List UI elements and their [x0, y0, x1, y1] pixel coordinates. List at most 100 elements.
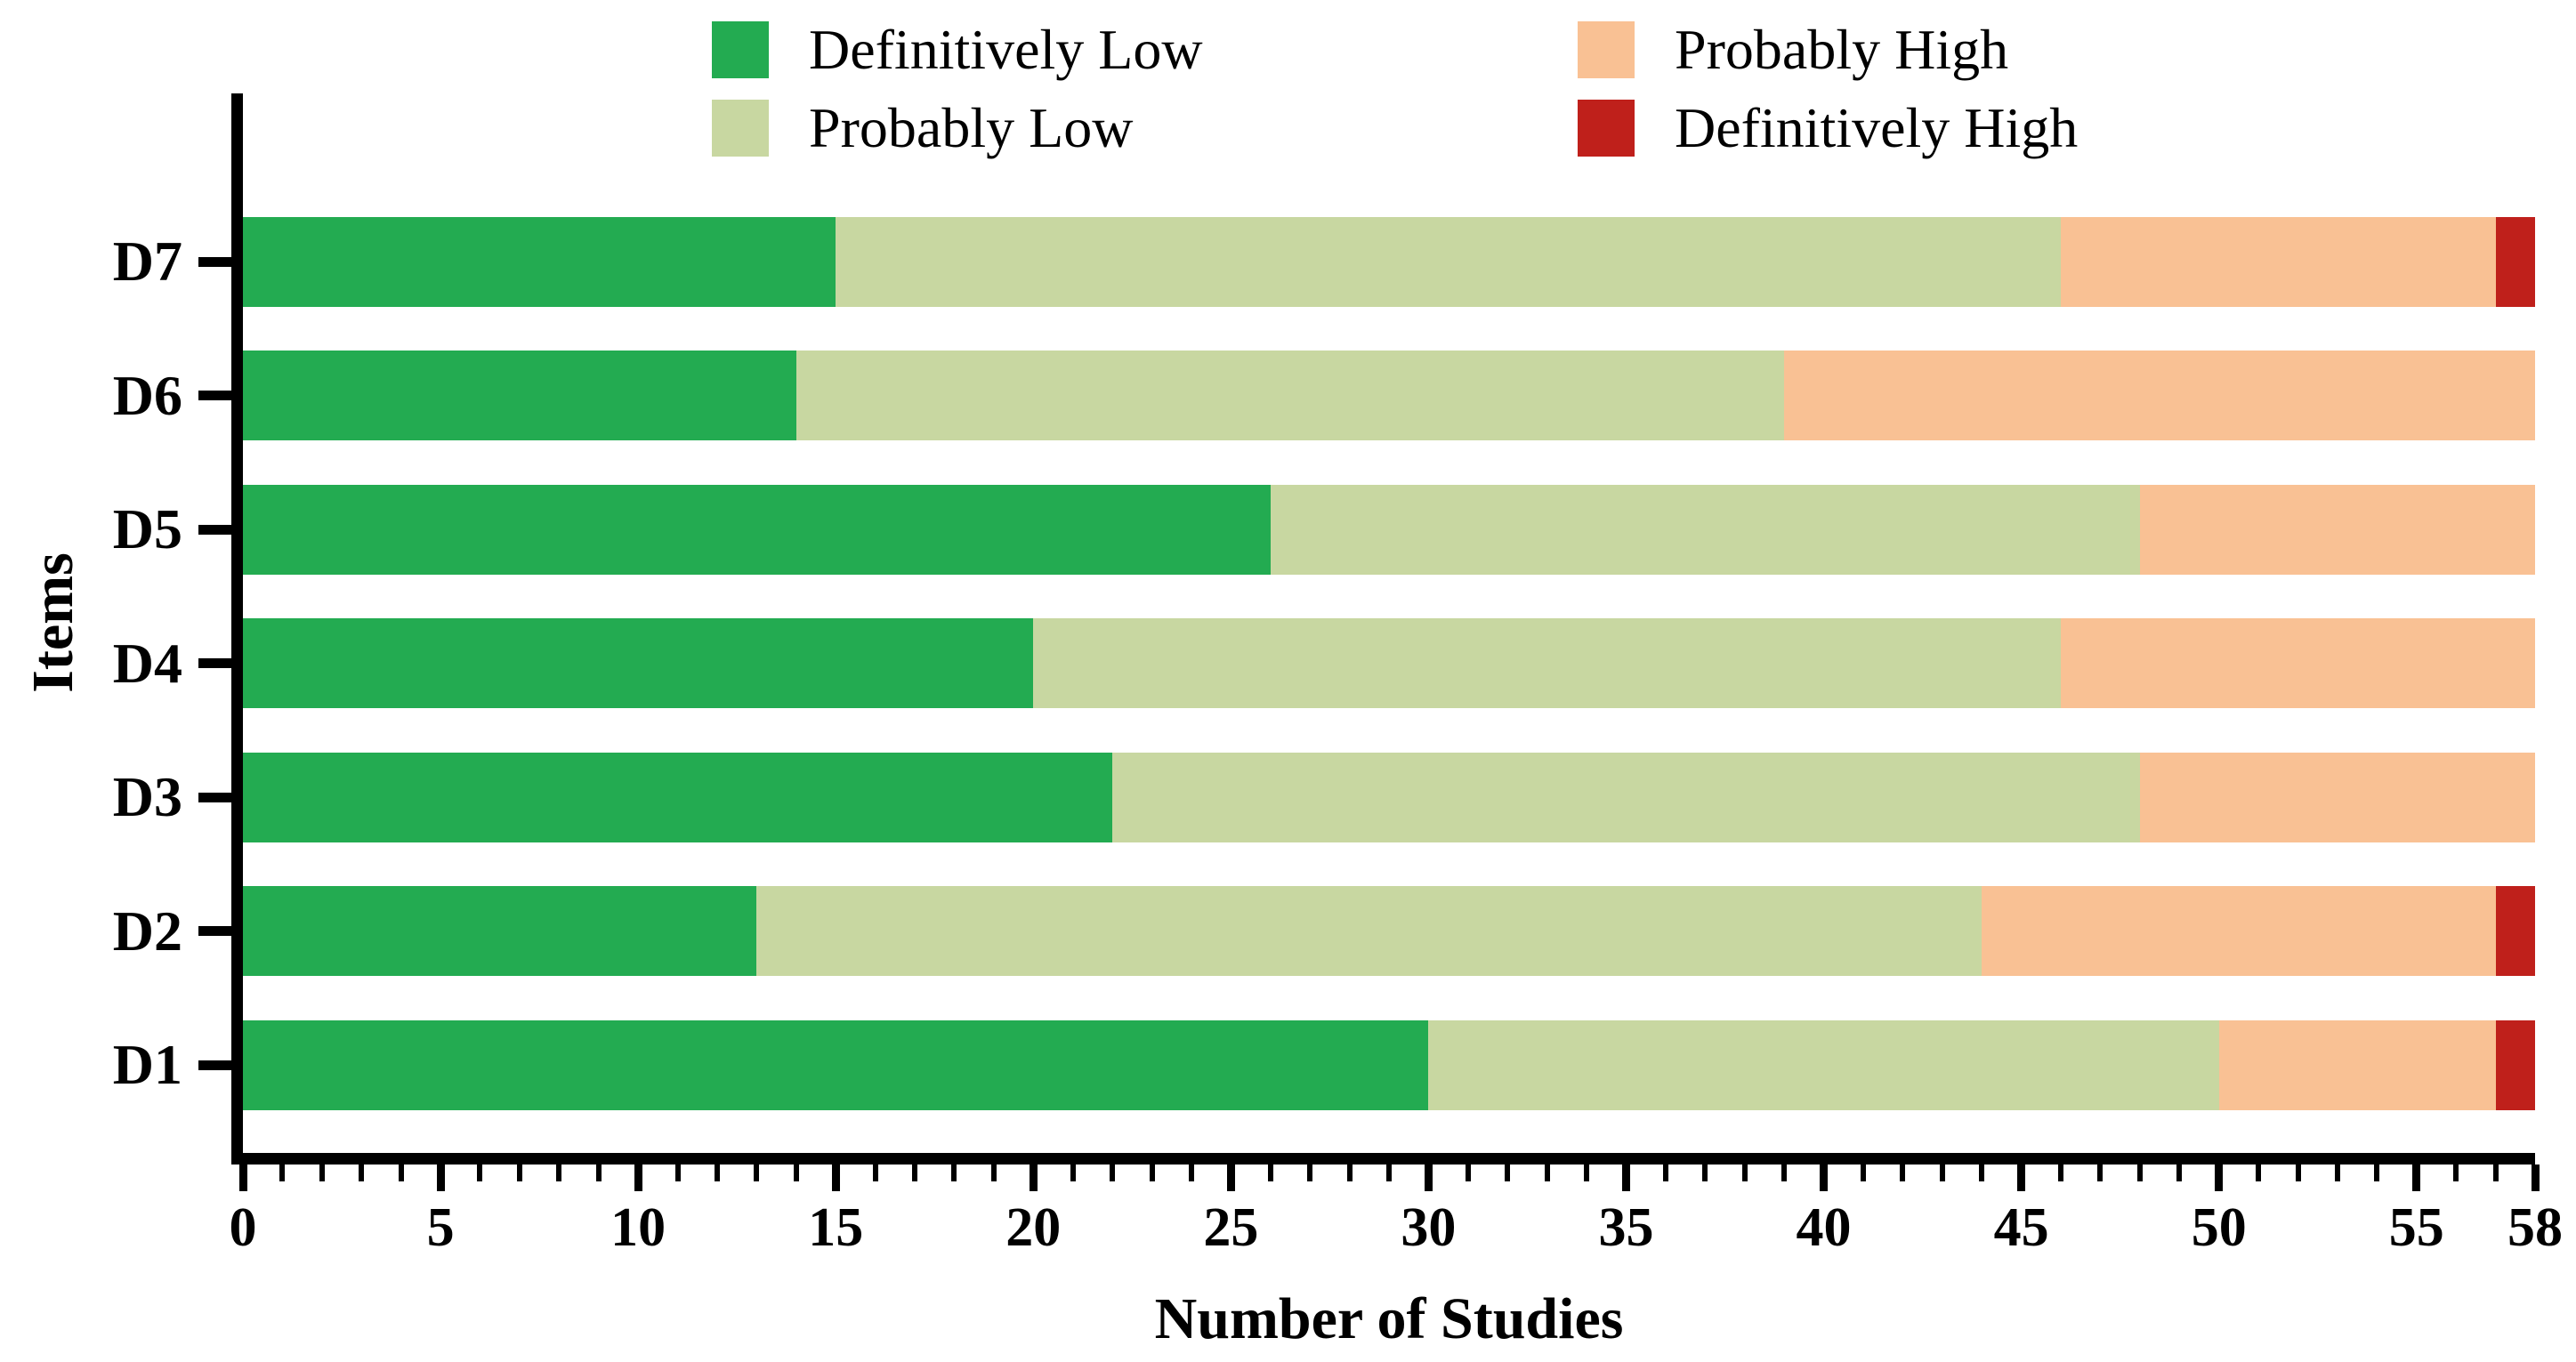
d3-probably-low-segment [1112, 752, 2140, 842]
x-tick-label-35: 35 [1598, 1197, 1654, 1258]
x-major-tick-50 [2215, 1165, 2224, 1191]
x-minor-tick-36 [1662, 1165, 1668, 1181]
x-minor-tick-57 [2492, 1165, 2499, 1181]
x-tick-label-20: 20 [1005, 1197, 1062, 1258]
bar-row-d5 [243, 484, 2535, 575]
legend-swatch-probably-high [1578, 21, 1635, 78]
x-minor-tick-23 [1149, 1165, 1155, 1181]
x-minor-tick-2 [319, 1165, 325, 1181]
legend-item-definitively-low: Definitively Low [712, 21, 1203, 78]
bar-row-d3 [243, 752, 2535, 842]
d5-definitively-low-segment [243, 484, 1271, 575]
x-minor-tick-54 [2374, 1165, 2380, 1181]
x-tick-label-0: 0 [229, 1197, 257, 1258]
d2-definitively-low-segment [243, 886, 757, 976]
x-minor-tick-16 [872, 1165, 878, 1181]
x-minor-tick-13 [754, 1165, 760, 1181]
d1-probably-high-segment [2218, 1019, 2496, 1110]
x-tick-label-25: 25 [1203, 1197, 1259, 1258]
bar-row-d7 [243, 216, 2535, 307]
x-tick-label-5: 5 [426, 1197, 455, 1258]
legend-label-definitively-low: Definitively Low [809, 18, 1203, 81]
x-minor-tick-14 [793, 1165, 799, 1181]
x-minor-tick-44 [1979, 1165, 1985, 1181]
x-major-tick-30 [1424, 1165, 1433, 1191]
x-minor-tick-38 [1741, 1165, 1748, 1181]
x-minor-tick-29 [1386, 1165, 1392, 1181]
category-label-d6: D6 [112, 363, 182, 427]
x-minor-tick-24 [1188, 1165, 1194, 1181]
d6-probably-low-segment [795, 351, 1785, 440]
legend-item-probably-high: Probably High [1578, 21, 2008, 78]
x-minor-tick-32 [1505, 1165, 1511, 1181]
d6-probably-high-segment [1784, 351, 2535, 440]
x-minor-tick-56 [2453, 1165, 2459, 1181]
d7-probably-low-segment [836, 216, 2062, 307]
x-minor-tick-39 [1781, 1165, 1788, 1181]
x-minor-tick-48 [2136, 1165, 2143, 1181]
x-minor-tick-43 [1939, 1165, 1945, 1181]
x-minor-tick-11 [674, 1165, 681, 1181]
legend-item-probably-low: Probably Low [712, 100, 1133, 157]
d3-probably-high-segment [2139, 752, 2535, 842]
category-label-d4: D4 [112, 631, 182, 695]
d5-probably-high-segment [2139, 484, 2535, 575]
x-minor-tick-6 [477, 1165, 483, 1181]
x-tick-label-10: 10 [610, 1197, 666, 1258]
d4-probably-high-segment [2061, 618, 2535, 708]
y-axis-title: Items [20, 552, 85, 693]
x-minor-tick-17 [912, 1165, 918, 1181]
x-minor-tick-3 [359, 1165, 365, 1181]
x-major-tick-40 [1820, 1165, 1829, 1191]
d7-definitively-low-segment [243, 216, 836, 307]
y-tick-d3 [198, 792, 231, 802]
d1-probably-low-segment [1428, 1019, 2219, 1110]
d7-definitively-high-segment [2495, 216, 2535, 307]
d7-probably-high-segment [2061, 216, 2496, 307]
x-minor-tick-52 [2295, 1165, 2301, 1181]
x-minor-tick-33 [1544, 1165, 1550, 1181]
x-minor-tick-4 [398, 1165, 404, 1181]
x-major-tick-45 [2017, 1165, 2026, 1191]
y-tick-d6 [198, 391, 231, 400]
y-tick-d4 [198, 658, 231, 668]
x-minor-tick-27 [1307, 1165, 1313, 1181]
bar-row-d1 [243, 1019, 2535, 1110]
x-minor-tick-8 [556, 1165, 562, 1181]
category-label-d2: D2 [112, 899, 182, 963]
d4-definitively-low-segment [243, 618, 1034, 708]
legend-label-definitively-high: Definitively High [1675, 96, 2079, 159]
bar-row-d6 [243, 351, 2535, 440]
x-minor-tick-22 [1110, 1165, 1116, 1181]
x-minor-tick-12 [714, 1165, 720, 1181]
x-tick-label-40: 40 [1796, 1197, 1852, 1258]
x-major-tick-35 [1621, 1165, 1630, 1191]
d2-probably-high-segment [1982, 886, 2496, 976]
x-tick-label-58: 58 [2507, 1197, 2563, 1258]
legend-swatch-definitively-high [1578, 100, 1635, 157]
d6-definitively-low-segment [243, 351, 796, 440]
category-label-d3: D3 [112, 765, 182, 828]
x-major-tick-58 [2531, 1165, 2540, 1191]
bar-row-d4 [243, 618, 2535, 708]
x-minor-tick-9 [595, 1165, 602, 1181]
x-minor-tick-53 [2334, 1165, 2340, 1181]
x-minor-tick-37 [1702, 1165, 1708, 1181]
category-label-d7: D7 [112, 230, 182, 293]
d1-definitively-low-segment [243, 1019, 1429, 1110]
d4-probably-low-segment [1033, 618, 2062, 708]
y-tick-d2 [198, 926, 231, 936]
x-tick-label-30: 30 [1401, 1197, 1457, 1258]
y-tick-d5 [198, 524, 231, 535]
x-major-tick-5 [436, 1165, 445, 1191]
x-major-tick-55 [2412, 1165, 2421, 1191]
x-tick-label-45: 45 [1993, 1197, 2049, 1258]
x-minor-tick-34 [1584, 1165, 1590, 1181]
x-minor-tick-46 [2058, 1165, 2064, 1181]
x-major-tick-0 [238, 1165, 247, 1191]
category-label-d5: D5 [112, 497, 182, 560]
x-tick-label-55: 55 [2388, 1197, 2444, 1258]
x-major-tick-25 [1226, 1165, 1235, 1191]
x-minor-tick-49 [2176, 1165, 2183, 1181]
